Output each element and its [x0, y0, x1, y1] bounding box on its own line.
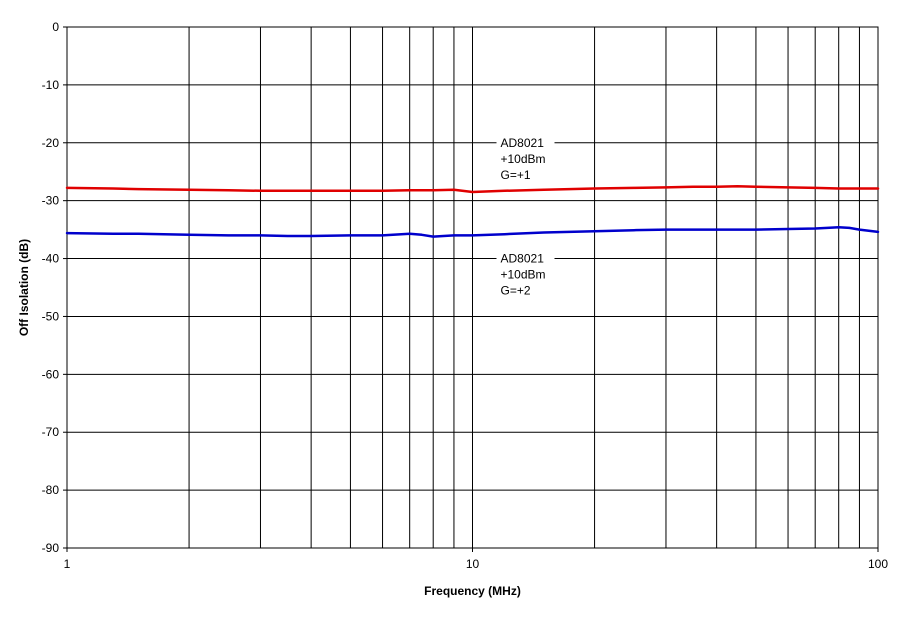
annotation-text-line: +10dBm: [501, 152, 546, 166]
annotation-background: [496, 249, 555, 300]
x-tick-label: 1: [64, 557, 71, 571]
x-tick-label: 10: [466, 557, 480, 571]
annotations: AD8021 +10dBm G=+1 AD8021 +10dBm G=+2: [496, 133, 555, 300]
x-axis-title: Frequency (MHz): [424, 584, 521, 598]
series-line-1: [65, 184, 880, 194]
y-tick-label: -30: [42, 194, 60, 208]
y-tick-label: -60: [42, 367, 60, 381]
axis-ticks: 0 -10 -20 -30 -40 -50 -60 -70 -80 -90 1 10 100: [42, 20, 889, 571]
series-line-2: [65, 226, 880, 238]
y-tick-label: -10: [42, 78, 60, 92]
y-tick-label: -20: [42, 136, 60, 150]
y-tick-label: -50: [42, 309, 60, 323]
series-lines: [65, 184, 880, 238]
y-axis-title: Off Isolation (dB): [17, 239, 31, 336]
annotation-text-line: AD8021: [501, 136, 545, 150]
gridlines: [67, 26, 878, 549]
y-tick-label: -90: [42, 541, 60, 555]
annotation-1: AD8021 +10dBm G=+1: [496, 133, 555, 184]
annotation-text-line: G=+1: [501, 168, 531, 182]
annotation-background: [496, 133, 555, 184]
x-tick-label: 100: [868, 557, 888, 571]
annotation-text-line: AD8021: [501, 252, 545, 266]
annotation-text-line: +10dBm: [501, 268, 546, 282]
y-tick-label: -80: [42, 483, 60, 497]
y-tick-label: -40: [42, 252, 60, 266]
y-tick-label: 0: [52, 20, 59, 34]
annotation-text-line: G=+2: [501, 284, 531, 298]
y-tick-label: -70: [42, 425, 60, 439]
annotation-2: AD8021 +10dBm G=+2: [496, 249, 555, 300]
